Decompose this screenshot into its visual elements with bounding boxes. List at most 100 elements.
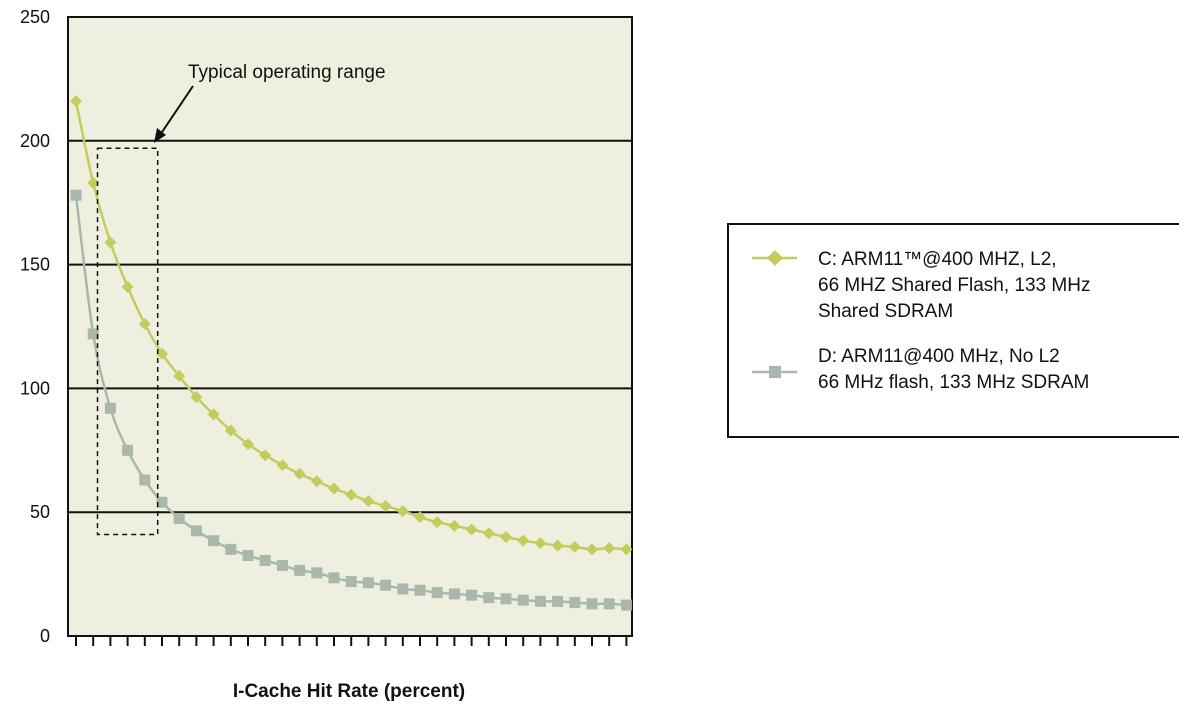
legend-c-line-2: 66 MHZ Shared Flash, 133 MHz <box>818 275 1090 296</box>
data-point <box>276 459 289 472</box>
legend-label-c: C: ARM11™@400 MHZ, L2, 66 MHZ Shared Fla… <box>818 249 1096 322</box>
legend-marker-d <box>769 366 781 378</box>
data-point <box>620 543 633 556</box>
x-axis-label: I-Cache Hit Rate (percent) <box>233 681 465 702</box>
y-tick-label: 50 <box>30 502 50 522</box>
data-point <box>568 540 581 553</box>
legend-item-c: C: ARM11™@400 MHZ, L2, 66 MHZ Shared Fla… <box>752 249 1096 322</box>
data-point <box>328 482 340 495</box>
data-point <box>379 500 392 513</box>
data-point <box>397 583 409 595</box>
data-point <box>139 474 151 486</box>
data-point <box>534 537 547 550</box>
data-point <box>138 318 151 331</box>
data-point <box>242 550 254 562</box>
plot-border <box>67 16 633 637</box>
series-c <box>70 95 633 556</box>
data-point <box>70 95 82 108</box>
y-tick-label: 150 <box>20 255 50 275</box>
data-point <box>104 402 116 414</box>
data-point <box>586 543 598 556</box>
data-point <box>362 495 375 508</box>
data-point <box>225 543 237 555</box>
y-tick-labels: 0 50 100 150 200 250 <box>20 7 50 646</box>
data-point <box>551 539 564 552</box>
data-point <box>224 424 237 437</box>
data-point <box>448 588 460 600</box>
data-point <box>466 589 478 601</box>
data-point <box>362 577 374 589</box>
data-point <box>500 530 512 543</box>
data-point <box>156 496 168 508</box>
data-point <box>345 488 358 501</box>
data-point <box>259 449 272 462</box>
data-point <box>156 347 168 360</box>
data-point <box>534 595 546 607</box>
data-point <box>483 592 495 604</box>
data-point <box>482 527 495 540</box>
data-point <box>70 189 82 201</box>
data-point <box>345 576 357 588</box>
legend-d-line-2: 66 MHz flash, 133 MHz SDRAM <box>818 372 1089 393</box>
data-point <box>380 579 392 591</box>
data-point <box>259 554 271 566</box>
data-point <box>603 542 616 555</box>
data-point <box>190 391 203 404</box>
series-layer <box>70 95 633 611</box>
data-point <box>517 594 529 606</box>
data-point <box>122 444 134 456</box>
data-point <box>121 280 134 293</box>
data-point <box>448 519 461 532</box>
legend-marker-c <box>767 250 783 266</box>
data-point <box>396 504 409 517</box>
y-tick-label: 100 <box>20 378 50 398</box>
data-point <box>414 511 426 524</box>
data-point <box>310 475 323 488</box>
data-point <box>173 512 185 524</box>
data-point <box>190 525 202 537</box>
data-point <box>552 595 564 607</box>
data-point <box>311 567 323 579</box>
legend-c-line-3: Shared SDRAM <box>818 301 953 322</box>
legend-box <box>727 223 1179 438</box>
data-point <box>242 438 254 451</box>
gridlines <box>68 139 632 514</box>
legend-d-line-1: D: ARM11@400 MHz, No L2 <box>818 346 1060 367</box>
y-tick-label: 0 <box>40 626 50 646</box>
legend-label-d: D: ARM11@400 MHz, No L2 66 MHz flash, 13… <box>818 346 1089 393</box>
annotation-text: Typical operating range <box>188 62 386 83</box>
data-point <box>500 593 512 605</box>
typical-range-box <box>96 147 159 536</box>
series-d <box>70 189 632 611</box>
data-point <box>294 564 306 576</box>
data-point <box>328 572 340 584</box>
data-point <box>603 598 615 610</box>
legend: C: ARM11™@400 MHZ, L2, 66 MHZ Shared Fla… <box>727 223 1179 438</box>
data-point <box>465 523 478 536</box>
data-point <box>87 328 99 340</box>
y-tick-label: 200 <box>20 131 50 151</box>
annotation-arrow <box>155 85 194 142</box>
data-point <box>431 516 444 529</box>
y-tick-label: 250 <box>20 7 50 27</box>
data-point <box>87 176 100 189</box>
x-ticks <box>75 636 628 646</box>
data-point <box>414 584 426 596</box>
data-point <box>293 467 306 480</box>
data-point <box>620 599 632 611</box>
annotation-layer: Typical operating range <box>96 62 386 536</box>
data-point <box>569 597 581 609</box>
data-point <box>276 559 288 571</box>
data-point <box>173 370 186 383</box>
data-point <box>208 535 220 547</box>
data-point <box>431 587 443 599</box>
data-point <box>104 236 117 249</box>
data-point <box>207 408 220 421</box>
data-point <box>586 598 598 610</box>
legend-item-d: D: ARM11@400 MHz, No L2 66 MHz flash, 13… <box>752 346 1089 393</box>
legend-c-line-1: C: ARM11™@400 MHZ, L2, <box>818 249 1057 270</box>
data-point <box>517 534 530 547</box>
plot-background <box>68 17 632 636</box>
annotation-arrowhead-icon <box>154 128 166 143</box>
